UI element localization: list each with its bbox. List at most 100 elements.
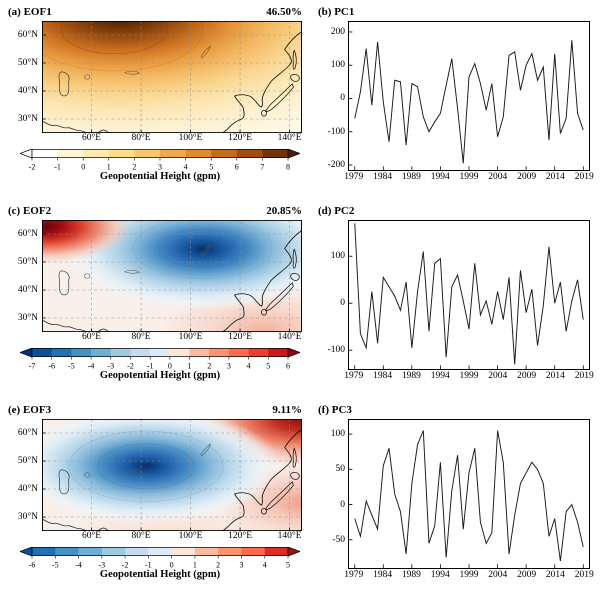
lon-tick-label: 120°E bbox=[228, 332, 253, 342]
pc2-plot-area: 100 0 -100 bbox=[328, 220, 590, 370]
y-tick-label: 200 bbox=[330, 26, 345, 37]
eof3-colorbar-label: Geopotential Height (gpm) bbox=[99, 569, 221, 580]
colorbar-tick-label: 1 bbox=[107, 163, 111, 172]
lat-tick-label: 50°N bbox=[17, 257, 38, 267]
eof3-lat-axis-labels: 60°N 50°N 40°N 30°N bbox=[8, 419, 42, 531]
x-tick-label: 2004 bbox=[488, 371, 508, 381]
colorbar-segment bbox=[134, 149, 161, 158]
x-tick-label: 1994 bbox=[430, 371, 450, 381]
x-tick-label: 1979 bbox=[344, 371, 364, 381]
y-tick-label: 100 bbox=[330, 429, 345, 440]
lon-tick-label: 80°E bbox=[131, 133, 151, 143]
y-tick-label: -50 bbox=[332, 534, 345, 545]
pc-series-line bbox=[354, 430, 584, 561]
lat-tick-label: 40°N bbox=[17, 285, 38, 295]
colorbar-segment bbox=[57, 149, 84, 158]
lat-tick-label: 30°N bbox=[17, 512, 38, 522]
colorbar-segment bbox=[241, 547, 266, 556]
colorbar-segment bbox=[51, 348, 72, 357]
colorbar-tick-label: 2 bbox=[132, 163, 136, 172]
colorbar-segment bbox=[185, 149, 212, 158]
panel-c-header: (c) EOF2 20.85% bbox=[8, 205, 310, 220]
eof2-lon-axis-labels: 60°E 80°E 100°E 120°E 140°E bbox=[42, 332, 302, 345]
x-tick-label: 2019 bbox=[574, 172, 594, 182]
x-tick-label: 2014 bbox=[545, 570, 565, 580]
eof3-colorbar: -6 -5 -4 -3 -2 -1 0 1 2 3 4 5 bbox=[20, 547, 300, 569]
lon-tick-label: 80°E bbox=[131, 332, 151, 342]
eof1-contour-line bbox=[60, 21, 168, 55]
lon-tick-label: 140°E bbox=[277, 332, 302, 342]
colorbar-tick-label: -1 bbox=[145, 561, 152, 570]
x-tick-label: 1994 bbox=[430, 172, 450, 182]
colorbar-segment bbox=[32, 547, 56, 556]
colorbar-tick-label: 0 bbox=[170, 561, 174, 570]
y-tick-label: 0 bbox=[340, 93, 345, 104]
colorbar-right-arrow bbox=[287, 348, 300, 358]
x-tick-label: 1999 bbox=[459, 172, 479, 182]
pc1-x-axis-labels: 1979 1984 1989 1994 1999 2004 2009 2014 2019 bbox=[344, 171, 593, 185]
colorbar-segment bbox=[262, 149, 289, 158]
colorbar-segment bbox=[211, 149, 238, 158]
colorbar-tick-label: -6 bbox=[48, 362, 55, 371]
colorbar-tick-label: 4 bbox=[184, 163, 188, 172]
y-tick-label: -100 bbox=[327, 126, 345, 137]
eof3-map: 60°N 50°N 40°N 30°N bbox=[18, 419, 302, 531]
lat-tick-label: 60°N bbox=[17, 30, 38, 40]
panel-e-variance: 9.11% bbox=[272, 404, 302, 416]
pc3-line-chart bbox=[349, 430, 584, 568]
eof2-contour-line bbox=[133, 220, 273, 279]
colorbar-tick-label: 6 bbox=[286, 362, 290, 371]
x-tick-label: 2009 bbox=[517, 371, 537, 381]
x-tick-label: 1984 bbox=[373, 371, 393, 381]
colorbar-segment bbox=[189, 348, 210, 357]
colorbar-segment bbox=[264, 547, 289, 556]
lat-tick-label: 30°N bbox=[17, 313, 38, 323]
colorbar-tick-label: 2 bbox=[207, 362, 211, 371]
x-tick-label: 2014 bbox=[545, 371, 565, 381]
colorbar-tick-label: -1 bbox=[147, 362, 154, 371]
x-tick-label: 1989 bbox=[401, 371, 421, 381]
x-tick-label: 1989 bbox=[401, 172, 421, 182]
colorbar-tick-label: 6 bbox=[235, 163, 239, 172]
eof2-colorbar: -7 -6 -5 -4 -3 -2 -1 0 1 2 3 4 5 6 bbox=[20, 348, 300, 370]
lon-tick-label: 120°E bbox=[228, 531, 253, 541]
eof1-contour-line bbox=[42, 21, 204, 72]
eof1-lon-axis-labels: 60°E 80°E 100°E 120°E 140°E bbox=[42, 133, 302, 146]
eof3-negative-center bbox=[42, 419, 302, 531]
colorbar-tick-label: -5 bbox=[52, 561, 59, 570]
map-frame bbox=[42, 220, 302, 332]
lon-tick-label: 140°E bbox=[277, 531, 302, 541]
y-tick-label: 0 bbox=[340, 298, 345, 309]
colorbar-segment bbox=[32, 149, 58, 158]
x-tick-label: 1979 bbox=[344, 570, 364, 580]
eof1-lat-axis-labels: 60°N 50°N 40°N 30°N bbox=[8, 21, 42, 133]
lat-tick-label: 50°N bbox=[17, 456, 38, 466]
x-tick-label: 1984 bbox=[373, 172, 393, 182]
y-tick-label: -200 bbox=[327, 160, 345, 170]
colorbar-tick-label: 8 bbox=[286, 163, 290, 172]
lon-tick-label: 120°E bbox=[228, 133, 253, 143]
colorbar-tick-label: -2 bbox=[122, 561, 129, 570]
colorbar-tick-label: 1 bbox=[193, 561, 197, 570]
y-tick-label: 100 bbox=[330, 60, 345, 71]
panel-e: (e) EOF3 9.11% 60°N 50°N 40°N 30°N 60°E 80°E… bbox=[0, 402, 314, 600]
colorbar-left-arrow bbox=[20, 348, 33, 358]
eof2-lat-axis-labels: 60°N 50°N 40°N 30°N bbox=[8, 220, 42, 332]
eof1-colorbar-label: Geopotential Height (gpm) bbox=[99, 171, 221, 182]
x-tick-label: 2009 bbox=[517, 570, 537, 580]
panel-d-title: (d) PC2 bbox=[318, 205, 355, 217]
lat-tick-label: 60°N bbox=[17, 428, 38, 438]
y-tick-label: 0 bbox=[340, 499, 345, 510]
lat-tick-label: 30°N bbox=[17, 114, 38, 124]
colorbar-segment bbox=[169, 348, 190, 357]
colorbar-tick-label: -7 bbox=[29, 362, 36, 371]
colorbar-left-arrow bbox=[20, 547, 33, 557]
pc-series-line bbox=[354, 40, 584, 164]
x-tick-label: 2019 bbox=[574, 570, 594, 580]
colorbar-segment bbox=[209, 348, 230, 357]
panel-b-title: (b) PC1 bbox=[318, 6, 355, 18]
colorbar-segment bbox=[236, 149, 263, 158]
pc3-plot-area: 100 50 0 -50 bbox=[331, 419, 590, 569]
lon-tick-label: 100°E bbox=[178, 133, 203, 143]
